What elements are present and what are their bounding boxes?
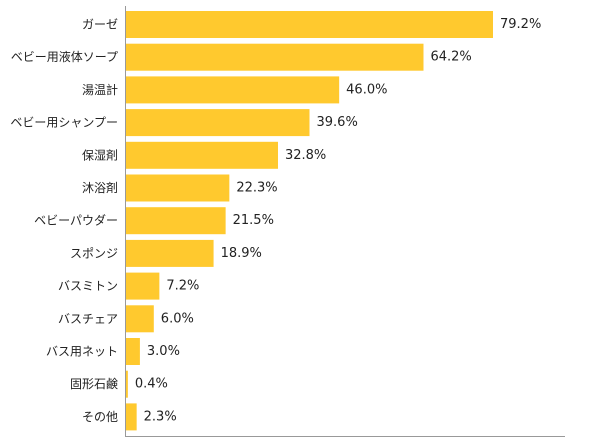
category-label: ベビー用シャンプー <box>10 116 118 130</box>
category-label: その他 <box>82 410 118 424</box>
category-labels: ガーゼベビー用液体ソープ湯温計ベビー用シャンプー保湿剤沐浴剤ベビーパウダースポン… <box>10 18 118 424</box>
bar <box>126 109 310 137</box>
category-label: 固形石鹸 <box>70 377 118 391</box>
bar <box>126 207 226 235</box>
value-label: 18.9% <box>221 246 262 261</box>
bar <box>126 11 493 38</box>
bar <box>126 43 424 71</box>
value-label: 0.4% <box>135 377 168 392</box>
value-label: 7.2% <box>166 279 199 294</box>
category-label: 湯温計 <box>82 82 118 97</box>
bar <box>126 76 340 104</box>
bar <box>126 338 140 365</box>
value-label: 21.5% <box>233 213 274 228</box>
value-label: 2.3% <box>144 409 177 424</box>
value-label: 79.2% <box>500 17 541 32</box>
bar <box>126 174 230 202</box>
category-label: 沐浴剤 <box>82 180 118 195</box>
bar <box>126 305 154 333</box>
category-label: バス用ネット <box>46 345 118 359</box>
bar <box>126 141 278 169</box>
bar <box>126 370 128 398</box>
category-label: 保湿剤 <box>82 147 118 162</box>
category-label: スポンジ <box>70 246 118 260</box>
bars-group <box>126 11 493 431</box>
bar <box>126 272 160 300</box>
value-label: 64.2% <box>430 50 471 65</box>
value-label: 3.0% <box>147 344 180 359</box>
value-label: 22.3% <box>236 181 277 196</box>
category-label: ベビーパウダー <box>34 213 118 228</box>
category-label: バスミトン <box>58 279 118 293</box>
value-label: 6.0% <box>161 311 194 326</box>
category-label: ベビー用液体ソープ <box>11 49 118 64</box>
value-label: 32.8% <box>285 148 326 163</box>
value-labels: 79.2% 64.2% 46.0% 39.6% 32.8% 22.3% 21.5% 18.9%… <box>135 17 541 424</box>
bar <box>126 403 137 431</box>
bar <box>126 239 214 267</box>
value-label: 46.0% <box>346 82 387 97</box>
value-label: 39.6% <box>317 115 358 130</box>
category-label: バスチェア <box>58 312 118 326</box>
category-label: ガーゼ <box>82 18 118 32</box>
